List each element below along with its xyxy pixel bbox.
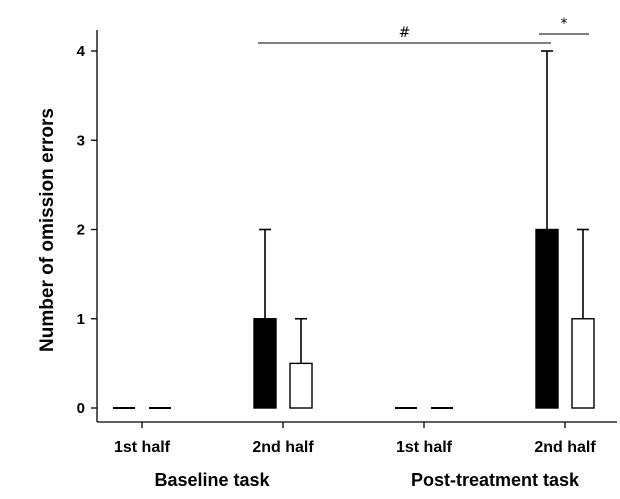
y-ticks: 0 1 2 3 4 (77, 43, 97, 417)
bar (289, 362, 313, 409)
axes (96, 30, 617, 428)
y-tick-label: 0 (77, 400, 85, 417)
x-tick-label: 1st half (396, 439, 453, 456)
error-bars (259, 50, 589, 364)
x-tick-label: 2nd half (252, 439, 314, 456)
y-axis-title: Number of omission errors (37, 108, 58, 352)
y-tick-label: 4 (77, 43, 86, 60)
significance-marker: # (399, 25, 411, 41)
group-label: Baseline task (154, 470, 270, 490)
group-label: Post-treatment task (411, 470, 580, 490)
y-tick-label: 3 (77, 132, 85, 149)
x-tick-label: 1st half (114, 439, 171, 456)
y-tick-label: 2 (77, 222, 85, 239)
bar (253, 318, 277, 409)
significance-annotations: #* (258, 16, 589, 44)
bar (535, 228, 559, 409)
significance-marker: * (561, 16, 568, 32)
bar (571, 318, 595, 409)
y-tick-label: 1 (77, 311, 85, 328)
x-labels: 1st half 2nd half 1st half 2nd half Baseline… (114, 439, 596, 490)
bars (113, 228, 595, 409)
x-tick-label: 2nd half (534, 439, 596, 456)
